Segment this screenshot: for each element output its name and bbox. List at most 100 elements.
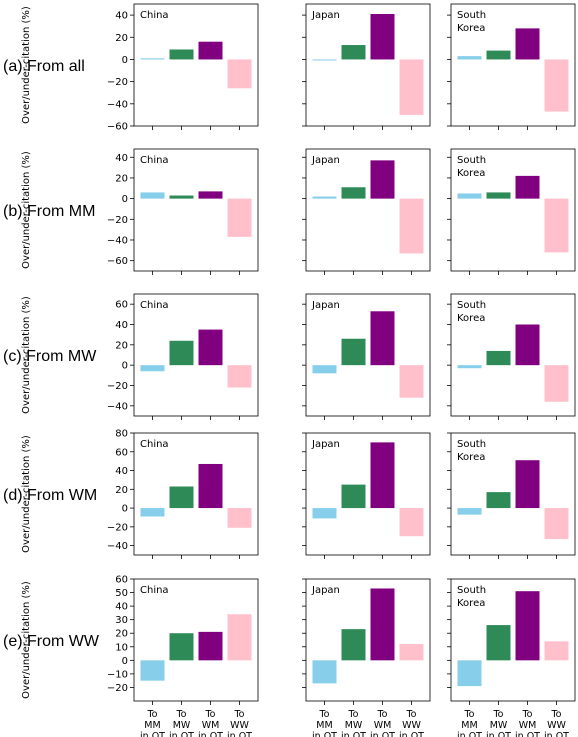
- x-tick-label: To: [175, 709, 186, 720]
- x-tick-label: MM: [461, 720, 477, 731]
- y-tick-label: 20: [115, 173, 128, 184]
- bar-to-ww-in-ot: [227, 59, 252, 89]
- y-tick-label: 80: [115, 429, 128, 440]
- bar-to-mw-in-ot: [341, 484, 366, 509]
- bar-to-mm-in-ot: [312, 660, 337, 684]
- x-tick-label: in OT: [457, 731, 482, 737]
- x-tick-label: To: [376, 709, 387, 720]
- bar-to-mm-in-ot: [457, 56, 482, 60]
- bar-to-wm-in-ot: [515, 175, 540, 199]
- y-tick-label: 60: [115, 300, 128, 311]
- y-tick-label: 40: [115, 320, 128, 331]
- y-tick-label: 40: [115, 466, 128, 477]
- panel-frame: [450, 432, 576, 556]
- bar-to-mm-in-ot: [140, 508, 165, 517]
- x-tick-label: To: [233, 709, 244, 720]
- country-label: Japan: [311, 300, 340, 311]
- bar-to-mw-in-ot: [341, 338, 366, 366]
- x-tick-label: WM: [202, 720, 220, 731]
- bar-to-wm-in-ot: [370, 311, 395, 366]
- x-tick-label: MM: [316, 720, 332, 731]
- country-label: Japan: [311, 155, 340, 166]
- row-label: (d) From WM: [3, 487, 97, 504]
- x-tick-label: WW: [547, 720, 566, 731]
- bar-to-wm-in-ot: [515, 591, 540, 661]
- bar-to-mm-in-ot: [457, 508, 482, 515]
- x-tick-label: MW: [490, 720, 508, 731]
- y-tick-label: 40: [115, 602, 128, 613]
- bar-to-ww-in-ot: [544, 59, 569, 112]
- y-tick-label: 40: [115, 11, 128, 22]
- bar-to-ww-in-ot: [399, 644, 424, 661]
- y-tick-label: −20: [107, 215, 128, 226]
- bar-to-mw-in-ot: [486, 625, 511, 661]
- bar-to-mm-in-ot: [312, 59, 337, 61]
- panel-frame: [305, 578, 431, 702]
- bar-to-wm-in-ot: [198, 631, 223, 661]
- row-label: (a) From all: [3, 58, 85, 75]
- x-tick-label: in OT: [140, 731, 165, 737]
- country-label: South: [457, 439, 486, 450]
- country-label: South: [457, 155, 486, 166]
- y-tick-label: 30: [115, 615, 128, 626]
- y-tick-label: 0: [122, 656, 128, 667]
- y-axis-label: Over/under-citation (%): [21, 296, 32, 414]
- bar-to-mw-in-ot: [169, 49, 194, 60]
- x-tick-label: in OT: [169, 731, 194, 737]
- bar-to-ww-in-ot: [399, 59, 424, 115]
- country-label: South: [457, 10, 486, 21]
- bar-to-mw-in-ot: [486, 350, 511, 366]
- bar-to-ww-in-ot: [399, 508, 424, 537]
- y-tick-label: 0: [122, 55, 128, 66]
- panel-frame: [305, 3, 431, 127]
- x-tick-label: in OT: [341, 731, 366, 737]
- y-axis-label: Over/under-citation (%): [21, 581, 32, 699]
- bar-to-mm-in-ot: [457, 365, 482, 369]
- country-label: China: [140, 439, 169, 450]
- y-tick-label: 60: [115, 447, 128, 458]
- bar-to-mm-in-ot: [312, 365, 337, 374]
- country-label: Korea: [457, 313, 485, 324]
- y-tick-label: −20: [107, 522, 128, 533]
- y-tick-label: −40: [107, 235, 128, 246]
- y-tick-label: 0: [122, 504, 128, 515]
- y-tick-label: 0: [122, 194, 128, 205]
- x-tick-label: To: [405, 709, 416, 720]
- x-tick-label: MW: [345, 720, 363, 731]
- bar-to-mm-in-ot: [312, 508, 337, 519]
- bar-to-mw-in-ot: [486, 192, 511, 199]
- x-tick-label: MM: [144, 720, 160, 731]
- country-label: South: [457, 585, 486, 596]
- country-label: Korea: [457, 23, 485, 34]
- y-tick-label: 60: [115, 575, 128, 586]
- bar-to-mm-in-ot: [457, 193, 482, 199]
- row-label: (b) From MM: [3, 203, 95, 220]
- bar-to-wm-in-ot: [198, 463, 223, 509]
- bar-to-ww-in-ot: [227, 508, 252, 528]
- bar-to-ww-in-ot: [544, 641, 569, 661]
- panel-frame: [133, 293, 259, 417]
- x-tick-label: To: [521, 709, 532, 720]
- x-tick-label: in OT: [486, 731, 511, 737]
- country-label: Korea: [457, 598, 485, 609]
- bar-to-mw-in-ot: [169, 486, 194, 509]
- bar-to-mw-in-ot: [486, 492, 511, 509]
- bar-to-mw-in-ot: [341, 629, 366, 661]
- bar-to-mw-in-ot: [169, 633, 194, 661]
- bar-to-ww-in-ot: [227, 614, 252, 661]
- panel-frame: [133, 432, 259, 556]
- y-axis-label: Over/under-citation (%): [21, 435, 32, 553]
- bar-to-wm-in-ot: [515, 460, 540, 509]
- bar-to-wm-in-ot: [370, 588, 395, 661]
- bar-to-ww-in-ot: [399, 198, 424, 254]
- bar-to-wm-in-ot: [198, 191, 223, 199]
- panel-frame: [305, 293, 431, 417]
- bar-to-ww-in-ot: [399, 365, 424, 398]
- x-tick-label: To: [347, 709, 358, 720]
- country-label: China: [140, 155, 169, 166]
- y-tick-label: −20: [107, 381, 128, 392]
- bar-to-wm-in-ot: [370, 442, 395, 509]
- country-label: Japan: [311, 585, 340, 596]
- bar-to-wm-in-ot: [198, 41, 223, 60]
